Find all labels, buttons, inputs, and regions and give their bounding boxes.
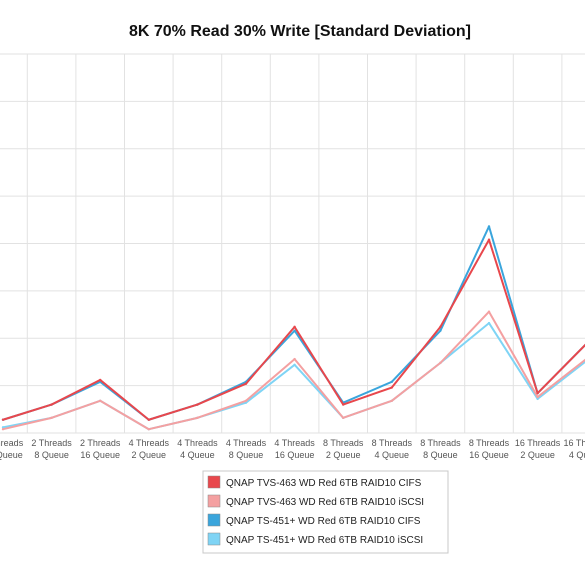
x-tick-label: 4 Queue xyxy=(569,450,585,460)
data-point xyxy=(342,403,345,406)
data-point xyxy=(487,310,491,313)
x-tick-label: 4 Queue xyxy=(180,450,215,460)
x-tick-label: 4 Threads xyxy=(226,438,267,448)
data-point xyxy=(244,401,248,404)
data-point xyxy=(1,428,5,431)
data-point xyxy=(50,416,53,420)
x-tick-label: 8 Threads xyxy=(323,438,364,448)
x-tick-label: 16 Queue xyxy=(275,450,315,460)
legend-swatch xyxy=(207,513,221,527)
data-point xyxy=(439,361,442,365)
data-point xyxy=(147,428,150,431)
x-tick-label: 2 Queue xyxy=(520,450,555,460)
data-point xyxy=(536,397,539,401)
data-point xyxy=(439,325,442,329)
x-tick-label: 1 Threads xyxy=(0,438,24,448)
x-tick-label: 8 Threads xyxy=(372,438,413,448)
data-point xyxy=(390,399,393,402)
data-point xyxy=(390,386,393,389)
chart-legend: QNAP TVS-463 WD Red 6TB RAID10 CIFS QNAP … xyxy=(202,470,449,554)
x-tick-label: 16 Threads xyxy=(564,438,585,448)
data-point xyxy=(99,378,102,382)
x-tick-label: 16 Queue xyxy=(469,450,509,460)
x-tick-label: 16 Queue xyxy=(0,450,23,460)
data-point xyxy=(99,399,102,402)
legend-box xyxy=(202,470,449,554)
series-line xyxy=(2,225,585,421)
legend-label: QNAP TS-451+ WD Red 6TB RAID10 iSCSI xyxy=(226,535,423,546)
x-tick-label: 4 Threads xyxy=(274,438,315,448)
x-tick-label: 8 Threads xyxy=(420,438,461,448)
data-point xyxy=(390,380,393,384)
data-point xyxy=(487,321,491,325)
data-point xyxy=(487,238,491,241)
series-line xyxy=(2,322,585,431)
chart-series-layer xyxy=(1,225,585,431)
data-point xyxy=(196,403,199,406)
data-point xyxy=(439,329,442,332)
x-tick-label: 16 Threads xyxy=(515,438,561,448)
legend-swatch xyxy=(207,494,221,508)
chart-grid xyxy=(0,53,585,434)
x-tick-label: 8 Queue xyxy=(229,450,264,460)
x-tick-label: 4 Queue xyxy=(375,450,410,460)
data-point xyxy=(293,329,296,332)
data-point xyxy=(50,403,53,406)
x-tick-label: 2 Queue xyxy=(326,450,361,460)
x-tick-label: 4 Threads xyxy=(129,438,170,448)
legend-label: QNAP TVS-463 WD Red 6TB RAID10 iSCSI xyxy=(226,497,424,508)
data-point xyxy=(196,416,199,420)
data-point xyxy=(293,363,296,366)
chart-title: 8K 70% Read 30% Write [Standard Deviatio… xyxy=(129,23,471,40)
data-point xyxy=(1,426,5,429)
data-point xyxy=(342,416,345,420)
x-tick-label: 16 Queue xyxy=(80,450,120,460)
x-tick-label: 4 Threads xyxy=(177,438,218,448)
legend-swatch xyxy=(207,532,221,546)
x-tick-label: 2 Threads xyxy=(31,438,72,448)
legend-label: QNAP TS-451+ WD Red 6TB RAID10 CIFS xyxy=(226,516,421,527)
x-tick-label: 8 Queue xyxy=(34,450,69,460)
data-point xyxy=(147,418,150,421)
x-tick-label: 8 Queue xyxy=(423,450,458,460)
data-point xyxy=(244,382,248,385)
data-point xyxy=(487,225,491,228)
x-tick-label: 8 Threads xyxy=(469,438,510,448)
data-point xyxy=(293,325,296,329)
x-tick-label: 2 Threads xyxy=(80,438,121,448)
x-tick-label: 2 Queue xyxy=(132,450,167,460)
data-point xyxy=(536,392,539,395)
series-line xyxy=(2,310,585,431)
data-point xyxy=(1,418,5,421)
legend-label: QNAP TVS-463 WD Red 6TB RAID10 CIFS xyxy=(226,478,422,489)
data-point xyxy=(244,399,248,402)
data-point xyxy=(293,357,296,361)
legend-swatch xyxy=(207,475,221,489)
x-axis-tick-labels: 1 Threads 16 Queue 2 Threads 8 Queue 2 Threa… xyxy=(0,438,585,460)
data-point xyxy=(536,395,539,399)
